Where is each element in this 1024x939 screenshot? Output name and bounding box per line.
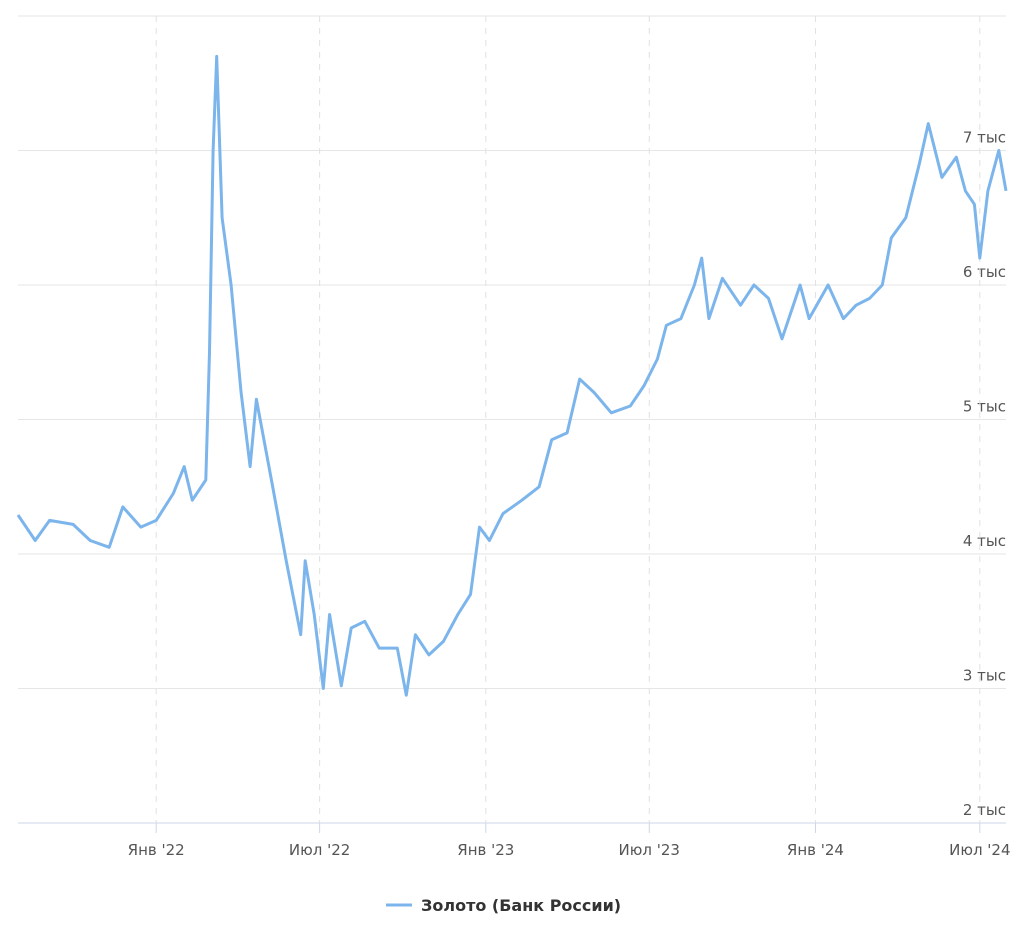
legend-label: Золото (Банк России) <box>421 896 621 915</box>
x-tick-label: Июл '23 <box>619 841 680 859</box>
x-tick-label: Июл '24 <box>949 841 1010 859</box>
y-tick-label: 5 тыс <box>963 398 1006 416</box>
y-tick-label: 6 тыс <box>963 263 1006 281</box>
y-tick-label: 4 тыс <box>963 532 1006 550</box>
x-tick-label: Янв '22 <box>128 841 185 859</box>
y-tick-label: 2 тыс <box>963 801 1006 819</box>
x-tick-label: Янв '24 <box>787 841 844 859</box>
y-tick-label: 7 тыс <box>963 129 1006 147</box>
x-tick-label: Янв '23 <box>457 841 514 859</box>
series-line <box>16 54 1008 697</box>
x-tick-label: Июл '22 <box>289 841 350 859</box>
y-tick-label: 3 тыс <box>963 667 1006 685</box>
